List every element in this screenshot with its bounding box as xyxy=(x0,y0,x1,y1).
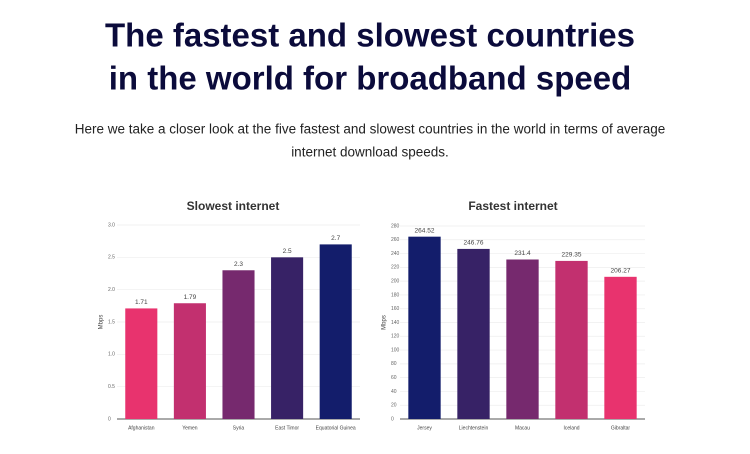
y-tick-label: 0.5 xyxy=(108,384,115,390)
bar xyxy=(173,303,206,419)
page-title: in the world for broadband speed xyxy=(109,60,632,97)
y-tick-label: 140 xyxy=(391,320,400,326)
y-tick-label: 180 xyxy=(391,292,400,298)
value-label: 264.52 xyxy=(415,227,435,234)
value-label: 206.27 xyxy=(611,268,631,275)
y-tick-label: 2.0 xyxy=(108,287,115,293)
chart-title: Fastest internet xyxy=(468,199,557,213)
x-tick-label: Iceland xyxy=(563,425,579,431)
y-tick-label: 260 xyxy=(391,237,400,243)
x-tick-label: Equatorial Guinea xyxy=(316,425,356,431)
x-tick-label: Jersey xyxy=(417,425,432,431)
bar xyxy=(222,270,255,419)
y-tick-label: 40 xyxy=(391,389,397,395)
bar xyxy=(457,248,490,419)
y-tick-label: 200 xyxy=(391,278,400,284)
y-tick-label: 100 xyxy=(391,347,400,353)
y-tick-label: 2.5 xyxy=(108,255,115,261)
subtitle: internet download speeds. xyxy=(291,145,449,160)
y-tick-label: 280 xyxy=(391,223,400,229)
y-tick-label: 220 xyxy=(391,265,400,271)
y-tick-label: 1.5 xyxy=(108,319,115,325)
y-tick-label: 240 xyxy=(391,251,400,257)
y-tick-label: 3.0 xyxy=(108,222,115,228)
bar xyxy=(506,259,539,419)
value-label: 1.71 xyxy=(135,299,148,306)
x-tick-label: Yemen xyxy=(182,425,198,431)
y-tick-label: 120 xyxy=(391,334,400,340)
x-tick-label: Liechtenstein xyxy=(459,425,489,431)
value-label: 2.3 xyxy=(234,261,243,268)
bar xyxy=(555,260,588,419)
x-tick-label: East Timor xyxy=(275,425,299,431)
y-tick-label: 1.0 xyxy=(108,352,115,358)
x-tick-label: Syria xyxy=(233,425,245,431)
bar xyxy=(271,257,304,419)
bar xyxy=(125,308,158,419)
bar xyxy=(408,236,441,419)
value-label: 229.35 xyxy=(562,252,582,259)
value-label: 246.76 xyxy=(464,240,484,247)
chart-title: Slowest internet xyxy=(187,199,280,213)
bar xyxy=(604,276,637,419)
y-tick-label: 160 xyxy=(391,306,400,312)
value-label: 1.79 xyxy=(184,294,197,301)
y-axis-label: Mbps xyxy=(382,315,388,330)
x-tick-label: Gibraltar xyxy=(611,425,631,431)
y-tick-label: 20 xyxy=(391,403,397,409)
y-axis-label: Mbps xyxy=(99,315,105,330)
subtitle: Here we take a closer look at the five f… xyxy=(75,122,666,137)
page-title: The fastest and slowest countries xyxy=(105,17,635,54)
value-label: 2.5 xyxy=(283,248,292,255)
value-label: 231.4 xyxy=(514,250,531,257)
y-tick-label: 0 xyxy=(108,416,111,422)
value-label: 2.7 xyxy=(331,235,340,242)
y-tick-label: 0 xyxy=(391,416,394,422)
bar xyxy=(319,244,352,419)
y-tick-label: 60 xyxy=(391,375,397,381)
x-tick-label: Macau xyxy=(515,425,530,431)
x-tick-label: Afghanistan xyxy=(128,425,155,431)
y-tick-label: 80 xyxy=(391,361,397,367)
